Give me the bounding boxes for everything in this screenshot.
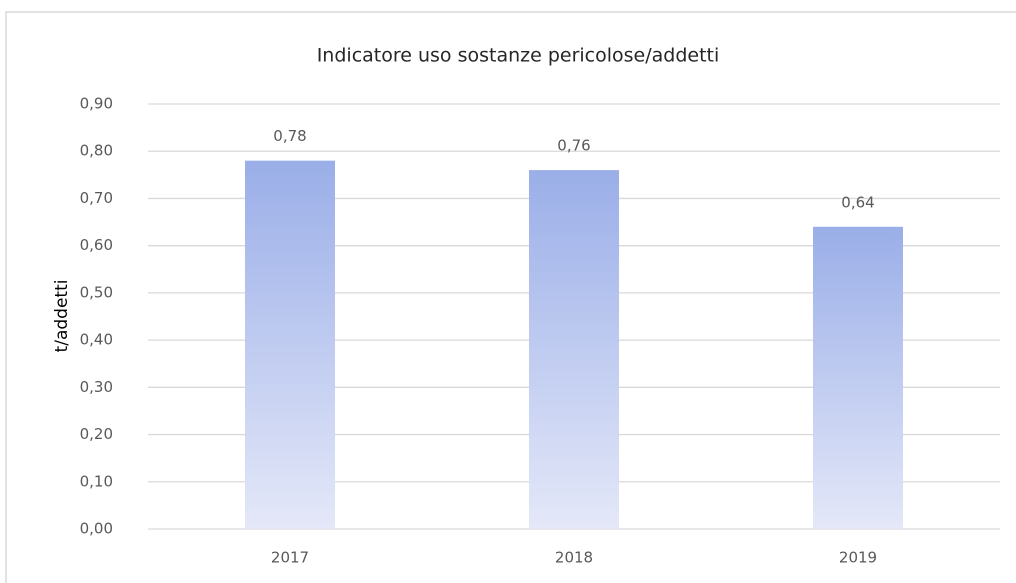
data-label: 0,64 [841, 193, 874, 211]
chart-border [5, 11, 1016, 583]
x-tick-label: 2018 [555, 549, 593, 567]
x-tick-label: 2017 [271, 549, 309, 567]
chart-title: Indicatore uso sostanze pericolose/addet… [317, 45, 720, 67]
y-tick-label: 0,40 [80, 331, 113, 349]
y-tick-label: 0,60 [80, 236, 113, 254]
y-tick-label: 0,10 [80, 472, 113, 490]
y-tick-label: 0,20 [80, 425, 113, 443]
bar [245, 160, 335, 529]
bar [813, 226, 903, 529]
bar [529, 170, 619, 529]
y-axis-label: t/addetti [52, 280, 72, 353]
y-tick-label: 0,90 [80, 95, 113, 113]
data-label: 0,78 [273, 127, 306, 145]
y-tick-label: 0,70 [80, 189, 113, 207]
y-tick-label: 0,00 [80, 520, 113, 538]
data-label: 0,76 [557, 137, 590, 155]
y-tick-label: 0,80 [80, 142, 113, 160]
y-tick-label: 0,30 [80, 378, 113, 396]
x-tick-label: 2019 [839, 549, 877, 567]
y-tick-label: 0,50 [80, 283, 113, 301]
